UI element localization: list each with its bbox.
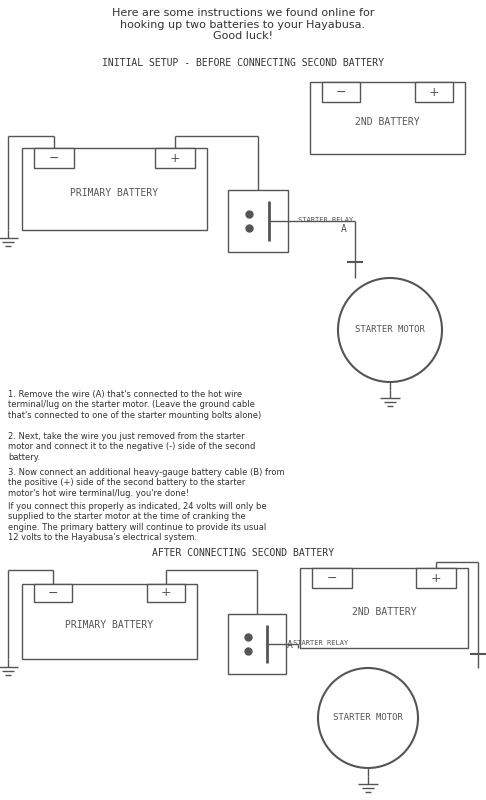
Bar bbox=[228, 614, 286, 674]
Text: 2ND BATTERY: 2ND BATTERY bbox=[352, 607, 417, 617]
Bar bbox=[22, 148, 207, 230]
Bar bbox=[155, 148, 195, 168]
Text: 1. Remove the wire (A) that's connected to the hot wire
terminal/lug on the star: 1. Remove the wire (A) that's connected … bbox=[8, 390, 261, 420]
Bar bbox=[22, 584, 197, 659]
Bar bbox=[147, 584, 185, 602]
Bar bbox=[416, 568, 456, 588]
Bar bbox=[300, 568, 468, 648]
Text: STARTER RELAY: STARTER RELAY bbox=[294, 640, 348, 646]
Text: If you connect this properly as indicated, 24 volts will only be
supplied to the: If you connect this properly as indicate… bbox=[8, 502, 267, 542]
Text: −: − bbox=[336, 86, 346, 98]
Text: Here are some instructions we found online for
hooking up two batteries to your : Here are some instructions we found onli… bbox=[112, 8, 374, 41]
Text: INITIAL SETUP - BEFORE CONNECTING SECOND BATTERY: INITIAL SETUP - BEFORE CONNECTING SECOND… bbox=[102, 58, 384, 68]
Bar bbox=[310, 82, 465, 154]
Text: +: + bbox=[431, 571, 441, 585]
Text: A: A bbox=[287, 640, 293, 650]
Text: 3. Now connect an additional heavy-gauge battery cable (B) from
the positive (+): 3. Now connect an additional heavy-gauge… bbox=[8, 468, 285, 498]
Text: STARTER RELAY: STARTER RELAY bbox=[298, 217, 354, 223]
Bar bbox=[34, 148, 74, 168]
Text: −: − bbox=[327, 571, 337, 585]
Text: −: − bbox=[48, 586, 58, 599]
Text: 2ND BATTERY: 2ND BATTERY bbox=[355, 117, 420, 127]
Text: STARTER MOTOR: STARTER MOTOR bbox=[355, 326, 425, 334]
Text: PRIMARY BATTERY: PRIMARY BATTERY bbox=[70, 188, 158, 198]
Bar bbox=[312, 568, 352, 588]
Bar bbox=[34, 584, 72, 602]
Bar bbox=[415, 82, 453, 102]
Text: +: + bbox=[170, 151, 180, 165]
Text: PRIMARY BATTERY: PRIMARY BATTERY bbox=[66, 621, 154, 630]
Text: −: − bbox=[49, 151, 59, 165]
Text: A: A bbox=[341, 224, 347, 234]
Text: AFTER CONNECTING SECOND BATTERY: AFTER CONNECTING SECOND BATTERY bbox=[152, 548, 334, 558]
Text: 2. Next, take the wire you just removed from the starter
motor and connect it to: 2. Next, take the wire you just removed … bbox=[8, 432, 255, 462]
Text: +: + bbox=[161, 586, 171, 599]
Text: STARTER MOTOR: STARTER MOTOR bbox=[333, 714, 403, 722]
Bar bbox=[322, 82, 360, 102]
Bar bbox=[228, 190, 288, 252]
Text: +: + bbox=[429, 86, 439, 98]
